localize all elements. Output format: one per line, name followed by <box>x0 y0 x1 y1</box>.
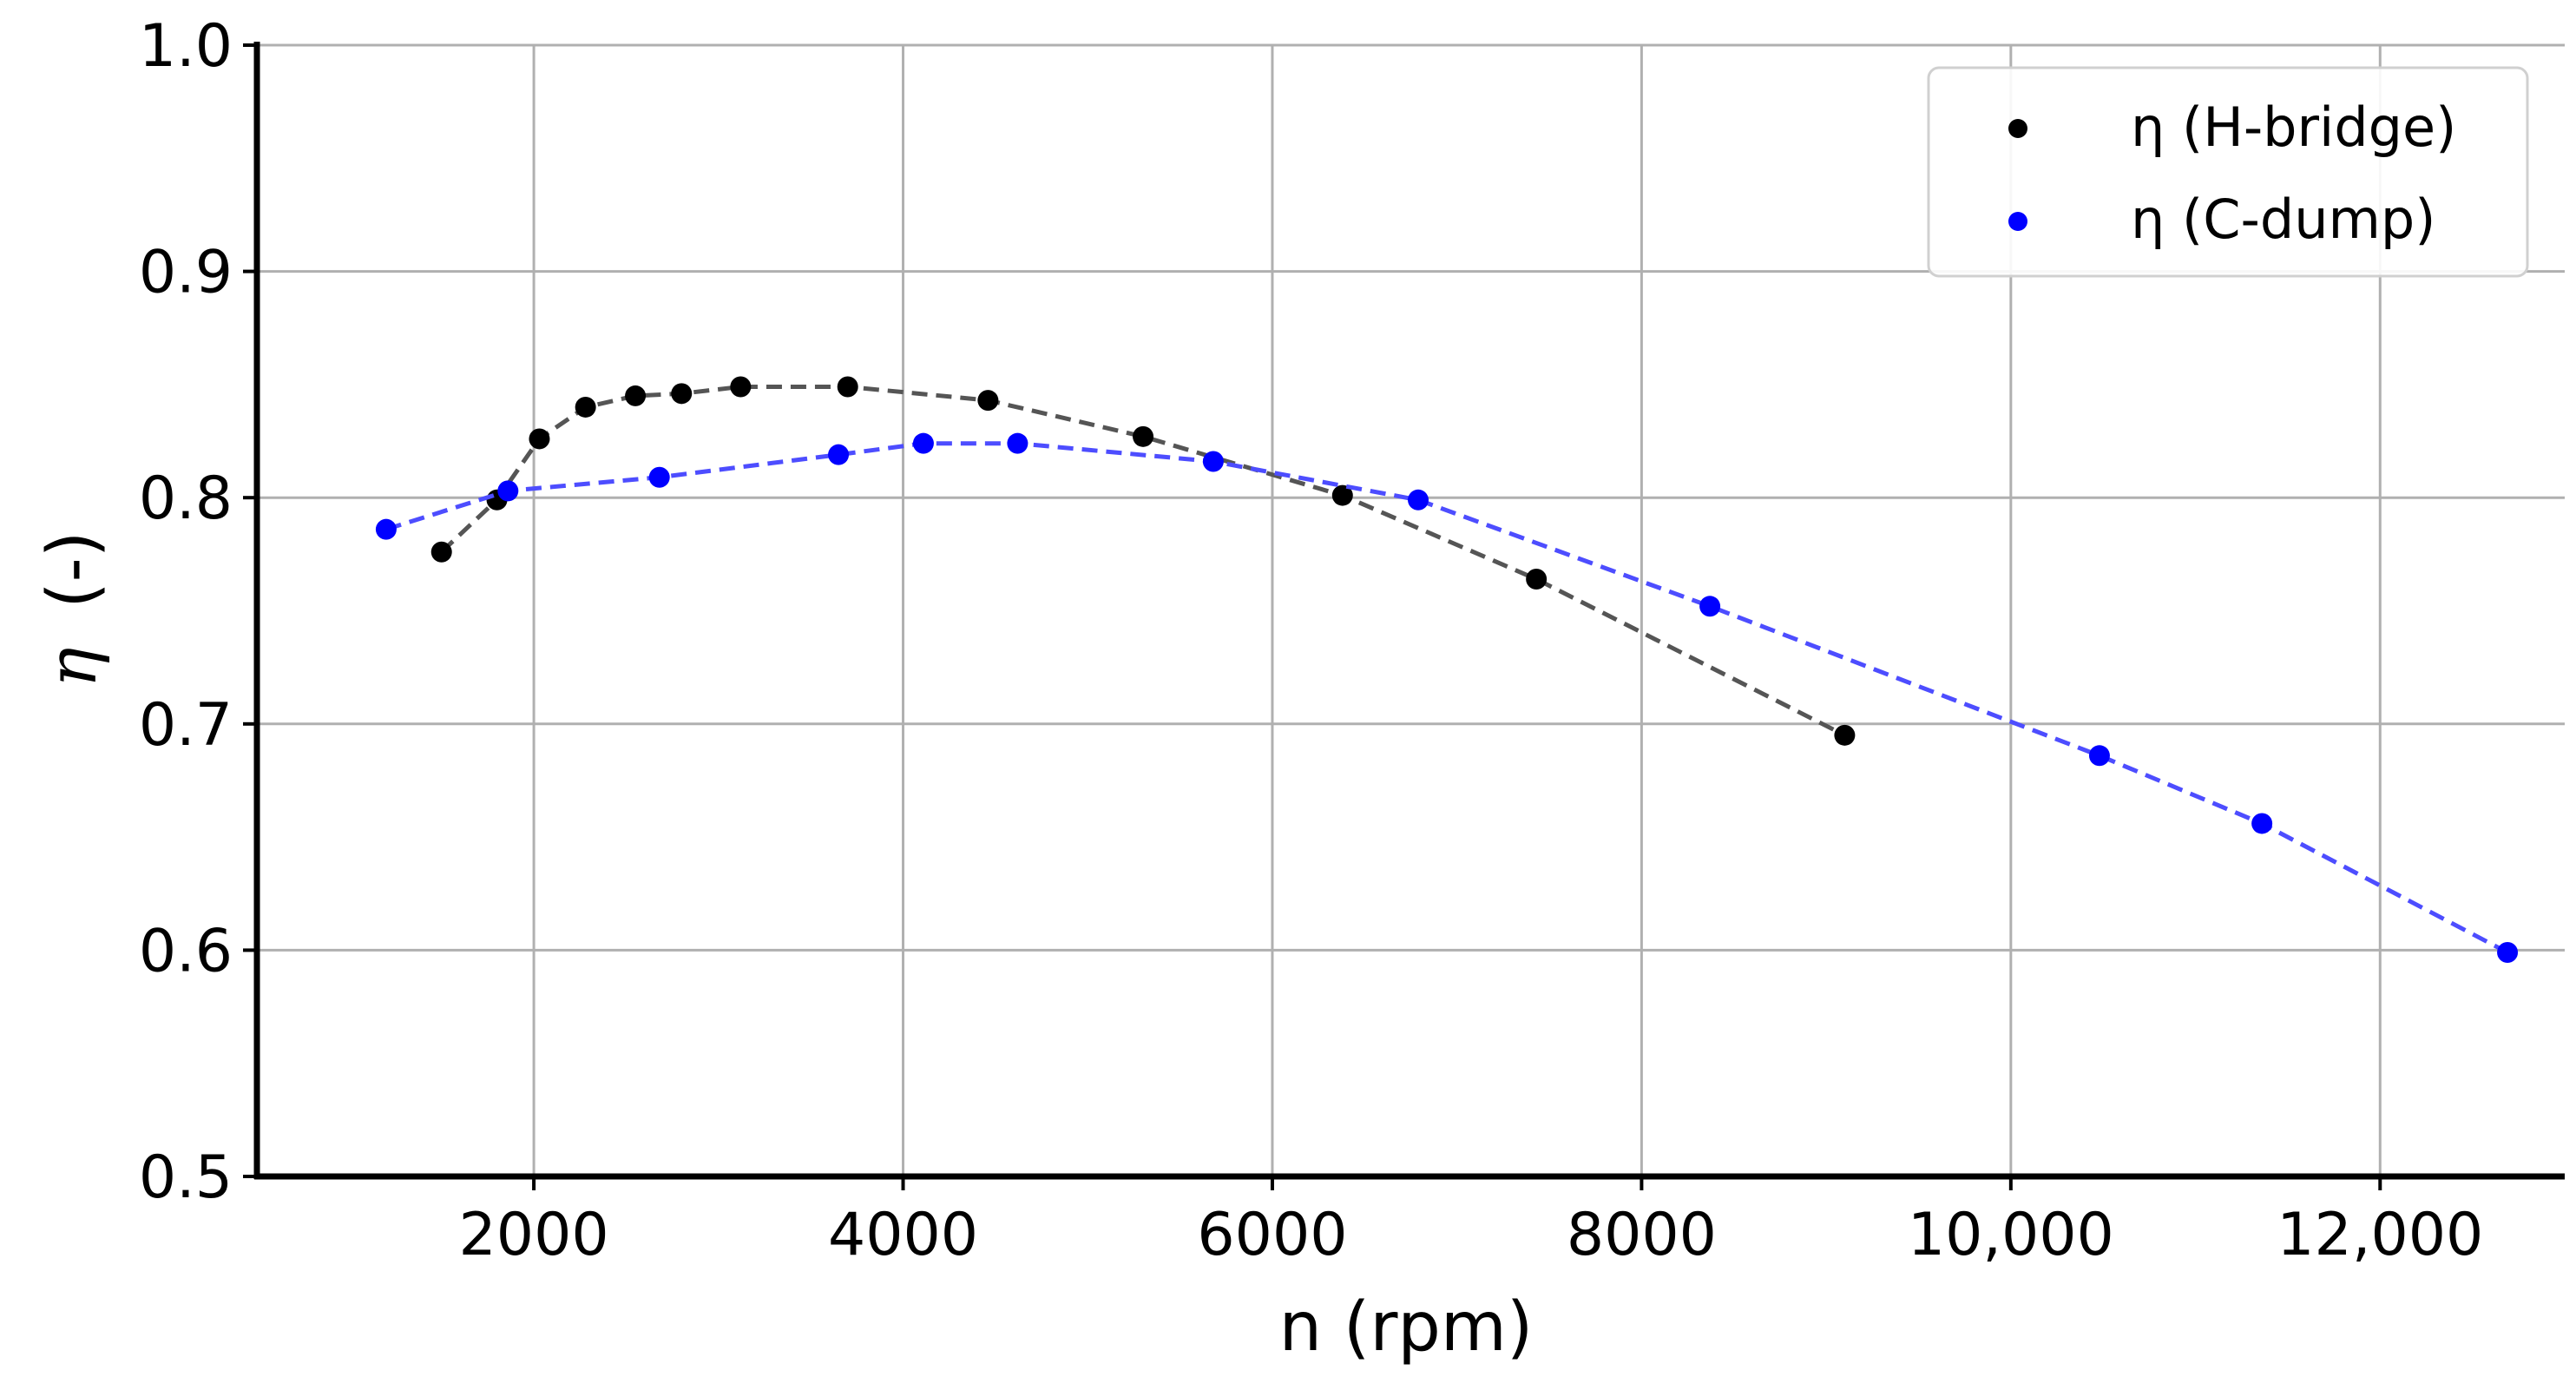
x-tick-label-5: 12,000 <box>2277 1201 2483 1269</box>
data-point-1-11 <box>2497 942 2519 964</box>
data-point-0-12 <box>1834 724 1856 746</box>
x-tick-label-2: 6000 <box>1197 1201 1347 1269</box>
y-tick-label-3: 0.8 <box>139 464 233 533</box>
data-point-1-6 <box>1202 451 1224 472</box>
y-axis-unit: (-) <box>34 531 112 609</box>
x-tick-label-1: 4000 <box>828 1201 978 1269</box>
y-tick-label-4: 0.9 <box>139 239 233 307</box>
data-point-0-11 <box>1526 569 1548 590</box>
data-point-1-3 <box>828 444 850 465</box>
x-tick-label-0: 2000 <box>459 1201 609 1269</box>
data-point-0-2 <box>529 428 550 450</box>
series-0 <box>430 376 1856 746</box>
x-tick-label-3: 8000 <box>1567 1201 1717 1269</box>
data-point-1-9 <box>2088 745 2110 767</box>
legend-marker-h-bridge <box>2008 119 2027 138</box>
legend-box <box>1927 66 2529 278</box>
data-point-0-4 <box>625 385 647 406</box>
series-line-1 <box>385 441 2509 955</box>
data-point-0-10 <box>1331 484 1353 506</box>
data-point-1-2 <box>648 466 670 488</box>
data-point-1-1 <box>497 480 519 502</box>
x-tick-label-4: 10,000 <box>1908 1201 2114 1269</box>
data-point-0-5 <box>671 383 693 405</box>
data-point-0-8 <box>977 390 999 412</box>
data-point-0-9 <box>1133 425 1154 447</box>
legend: η (H-bridge) η (C-dump) <box>1927 66 2529 278</box>
series-1 <box>375 432 2519 964</box>
data-point-1-10 <box>2251 813 2273 834</box>
y-tick-label-0: 0.5 <box>139 1143 233 1212</box>
data-point-0-6 <box>730 376 752 398</box>
data-point-1-5 <box>1007 432 1028 454</box>
y-tick-label-1: 0.6 <box>139 917 233 985</box>
legend-label-c-dump: η (C-dump) <box>2131 188 2435 251</box>
tick-labels: 2000 4000 6000 8000 10,000 12,000 0.5 0.6 0.7 0.8… <box>139 12 2483 1269</box>
y-tick-label-2: 0.7 <box>139 691 233 760</box>
y-tick-label-5: 1.0 <box>139 12 233 81</box>
data-point-1-7 <box>1408 489 1429 511</box>
data-point-1-8 <box>1699 596 1721 617</box>
data-point-0-3 <box>575 396 596 418</box>
x-axis-label: n (rpm) <box>1279 1288 1534 1367</box>
y-axis-symbol: η <box>34 648 112 688</box>
legend-marker-c-dump <box>2008 212 2027 231</box>
data-series <box>375 376 2519 964</box>
legend-label-h-bridge: η (H-bridge) <box>2131 96 2456 159</box>
axes <box>243 42 2565 1190</box>
data-point-0-0 <box>430 541 452 563</box>
data-point-1-4 <box>912 432 934 454</box>
y-axis-label: η (-) <box>34 531 112 688</box>
data-point-0-7 <box>837 376 858 398</box>
data-point-1-0 <box>375 518 397 540</box>
